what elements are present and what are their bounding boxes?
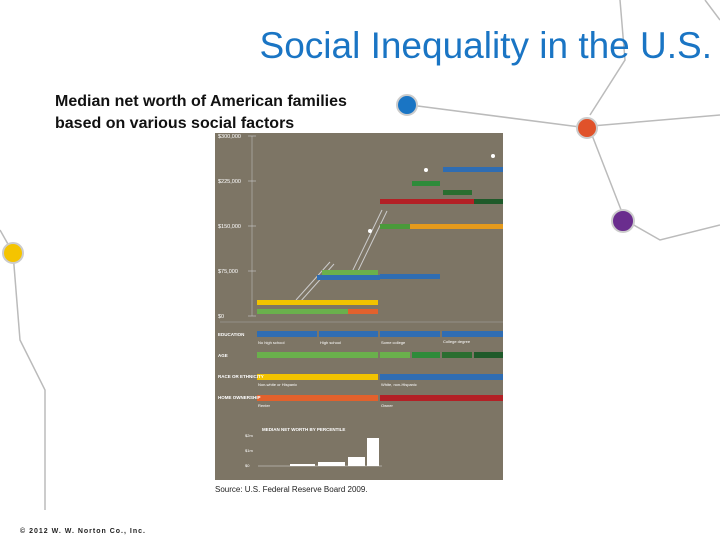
deco-line — [589, 0, 626, 116]
inset-bar — [318, 462, 345, 466]
row-bar — [319, 331, 378, 337]
edu-label: Some college — [381, 340, 406, 345]
bar — [443, 167, 503, 172]
row-label: AGE — [218, 353, 228, 358]
axis-label: $75,000 — [218, 269, 238, 275]
figure — [368, 229, 372, 233]
row-label: RACE OR ETHNICITY — [218, 374, 264, 379]
category-bars — [257, 331, 503, 401]
subtitle: Median net worth of American families — [55, 93, 347, 110]
slide-title: Social Inequality in the U.S. — [260, 25, 712, 66]
bar — [380, 274, 440, 279]
deco-line — [0, 229, 46, 510]
row-bar — [474, 352, 503, 358]
row-bar — [380, 352, 410, 358]
figure — [491, 154, 495, 158]
axis-label: $0 — [218, 314, 224, 320]
row-bar — [257, 395, 378, 401]
home-label: Owner — [381, 403, 393, 408]
inset-bar — [367, 438, 379, 466]
inset-axis: $0 — [245, 463, 250, 468]
bar — [380, 199, 474, 204]
inset-axis: $1m — [245, 448, 253, 453]
row-bar — [257, 374, 378, 380]
row-bar — [257, 331, 317, 337]
inset-axis: $2m — [245, 433, 253, 438]
inset-bar — [348, 457, 365, 466]
edu-label: No high school — [258, 340, 285, 345]
deco-line — [704, 0, 720, 21]
copyright: © 2012 W. W. Norton Co., Inc. — [20, 527, 146, 535]
axis-label: $225,000 — [218, 179, 241, 185]
bar — [474, 199, 503, 204]
subtitle: based on various social factors — [55, 115, 294, 132]
bar — [410, 224, 503, 229]
bars — [257, 167, 503, 314]
bar — [412, 181, 440, 186]
row-bar — [380, 395, 503, 401]
row-bar — [442, 331, 503, 337]
deco-dot — [576, 117, 598, 139]
race-label: White, non-Hispanic — [381, 382, 417, 387]
edu-label: College degree — [443, 339, 471, 344]
inset-bar — [290, 464, 315, 466]
deco-dot — [396, 94, 418, 116]
home-label: Renter — [258, 403, 271, 408]
bar — [322, 270, 378, 275]
row-bar — [380, 374, 503, 380]
row-label: EDUCATION — [218, 332, 244, 337]
axis-label: $150,000 — [218, 224, 241, 230]
axis-label: $300,000 — [218, 134, 241, 140]
figure — [424, 168, 428, 172]
source: Source: U.S. Federal Reserve Board 2009. — [215, 485, 368, 494]
bar — [317, 275, 380, 280]
row-bar — [380, 331, 440, 337]
deco-line — [589, 129, 720, 241]
bar — [257, 309, 348, 314]
bar — [443, 190, 472, 195]
row-bar — [412, 352, 440, 358]
deco-line — [409, 104, 720, 128]
bar — [257, 300, 378, 305]
row-label: HOME OWNERSHIP — [218, 395, 261, 400]
row-bar — [442, 352, 472, 358]
deco-dot — [611, 209, 635, 233]
infographic-bg — [215, 133, 503, 480]
ladder — [351, 209, 388, 274]
deco-dot — [2, 242, 24, 264]
bar — [348, 309, 378, 314]
inset-title: MEDIAN NET WORTH BY PERCENTILE — [262, 427, 345, 432]
bar — [380, 224, 410, 229]
row-bar — [257, 352, 378, 358]
edu-label: High school — [320, 340, 341, 345]
race-label: Non-white or Hispanic — [258, 382, 297, 387]
